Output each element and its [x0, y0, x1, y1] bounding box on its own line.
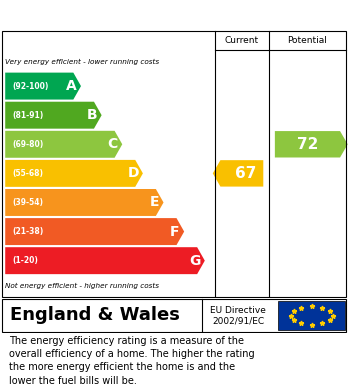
Polygon shape — [275, 131, 348, 158]
Text: B: B — [87, 108, 97, 122]
Text: C: C — [108, 137, 118, 151]
Polygon shape — [5, 131, 122, 158]
Text: The energy efficiency rating is a measure of the
overall efficiency of a home. T: The energy efficiency rating is a measur… — [9, 336, 254, 386]
Text: D: D — [128, 167, 139, 180]
Text: E: E — [149, 196, 159, 210]
Polygon shape — [5, 73, 81, 100]
Text: Not energy efficient - higher running costs: Not energy efficient - higher running co… — [5, 283, 159, 289]
Text: Current: Current — [225, 36, 259, 45]
Text: (69-80): (69-80) — [12, 140, 44, 149]
Text: A: A — [66, 79, 77, 93]
Text: F: F — [170, 224, 180, 239]
Text: (55-68): (55-68) — [12, 169, 43, 178]
Text: Very energy efficient - lower running costs: Very energy efficient - lower running co… — [5, 59, 159, 65]
Text: 72: 72 — [297, 137, 318, 152]
Text: (21-38): (21-38) — [12, 227, 44, 236]
Text: (39-54): (39-54) — [12, 198, 43, 207]
Polygon shape — [213, 160, 263, 187]
Text: G: G — [190, 254, 201, 268]
Text: (1-20): (1-20) — [12, 256, 38, 265]
Text: 67: 67 — [235, 166, 256, 181]
Text: EU Directive
2002/91/EC: EU Directive 2002/91/EC — [211, 306, 266, 325]
Text: Potential: Potential — [287, 36, 327, 45]
Text: (92-100): (92-100) — [12, 82, 49, 91]
Polygon shape — [5, 160, 143, 187]
Text: (81-91): (81-91) — [12, 111, 44, 120]
Text: England & Wales: England & Wales — [10, 307, 180, 325]
Polygon shape — [5, 247, 205, 274]
Polygon shape — [5, 189, 164, 216]
Polygon shape — [5, 102, 102, 129]
Polygon shape — [5, 218, 184, 245]
Bar — [278, 301, 345, 330]
Text: Energy Efficiency Rating: Energy Efficiency Rating — [10, 7, 220, 23]
